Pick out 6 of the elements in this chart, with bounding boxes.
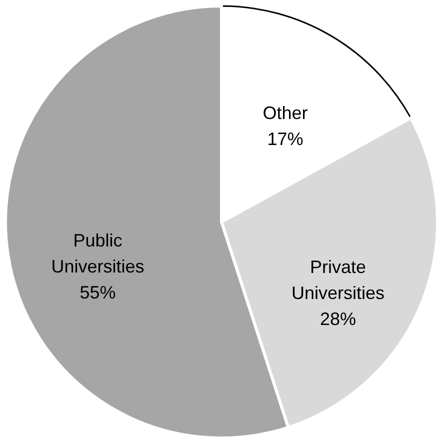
data-label: 17% (267, 129, 304, 150)
data-label: 28% (320, 309, 356, 330)
slice-label: Public Universities (51, 230, 144, 277)
data-label: 55% (80, 282, 116, 303)
slice-label: Private Universities (291, 257, 384, 304)
slice-label: Other (262, 103, 308, 124)
